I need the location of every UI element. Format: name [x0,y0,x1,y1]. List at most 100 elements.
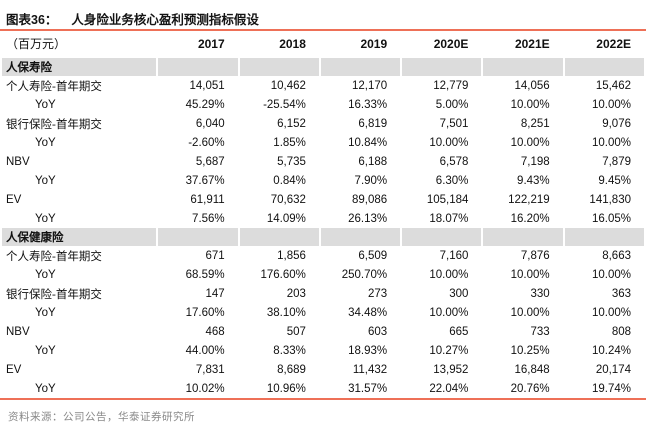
value-cell: 26.13% [348,212,388,225]
top-accent-rule [0,29,646,31]
data-row: EV 61,911 70,632 89,086 105,184 122,219 141,83… [2,190,644,209]
value-cell: 10.24% [591,344,631,357]
row-label: YoY [35,174,56,187]
value-cell: 12,170 [351,79,388,92]
section-band-cell [564,58,644,76]
value-cell: 273 [367,287,388,300]
value-cell: 10.00% [591,136,631,149]
section-band-cell [483,228,563,246]
row-label: YoY [35,212,56,225]
bottom-accent-rule [0,398,646,400]
value-cell: 6,040 [195,117,225,130]
value-cell: 7,876 [520,249,550,262]
row-label: 银行保险-首年期交 [6,118,102,131]
value-cell: 10.02% [185,382,225,395]
value-cell: 22.04% [429,382,469,395]
row-label: 个人寿险-首年期交 [6,80,102,93]
value-cell: 147 [205,287,225,300]
value-cell: 16.33% [348,98,388,111]
row-label: YoY [35,136,56,149]
value-cell: 12,779 [433,79,469,92]
data-row: YoY 68.59% 176.60% 250.70% 10.00% 10.00% 10.00… [2,265,644,284]
value-cell: 10.00% [429,306,469,319]
value-cell: 14.09% [266,212,306,225]
value-cell: 31.57% [348,382,388,395]
section-name: 人保健康险 [2,228,157,246]
value-cell: 10.00% [591,306,631,319]
value-cell: 468 [205,325,225,338]
value-cell: 6.30% [435,174,469,187]
value-cell: 10.00% [591,98,631,111]
value-cell: 671 [205,249,225,262]
value-cell: 203 [286,287,306,300]
value-cell: -2.60% [188,136,225,149]
value-cell: 61,911 [190,193,225,206]
value-cell: 6,578 [439,155,469,168]
source-note: 资料来源：公司公告，华泰证券研究所 [8,412,195,423]
data-row: NBV 5,687 5,735 6,188 6,578 7,198 7,879 [2,152,644,171]
value-cell: 8,251 [520,117,550,130]
section-band-cell [320,58,401,76]
value-cell: 10.84% [348,136,388,149]
value-cell: 14,051 [189,79,225,92]
value-cell: 9.45% [598,174,631,187]
value-cell: 808 [611,325,631,338]
section-band-cell [483,58,563,76]
row-label: YoY [35,382,56,395]
value-cell: 105,184 [426,193,469,206]
row-label: YoY [35,344,56,357]
data-row: YoY -2.60% 1.85% 10.84% 10.00% 10.00% 10.00% [2,133,644,152]
value-cell: 1.85% [273,136,306,149]
value-cell: 5,735 [277,155,306,168]
value-cell: 8,689 [277,363,306,376]
value-cell: 89,086 [351,193,388,206]
value-cell: 8,663 [602,249,631,262]
value-cell: 9,076 [602,117,631,130]
value-cell: 10.00% [510,136,550,149]
value-cell: 6,819 [358,117,388,130]
data-row: 个人寿险-首年期交 14,051 10,462 12,170 12,779 14,056 1… [2,76,644,95]
year-column-header: 2021E [514,36,550,51]
section-band-cell [564,228,644,246]
section-band-cell [239,228,319,246]
value-cell: 11,432 [352,363,388,376]
value-cell: 10.00% [429,268,469,281]
row-label: NBV [6,155,30,168]
value-cell: 5,687 [195,155,225,168]
value-cell: 13,952 [433,363,469,376]
value-cell: 141,830 [589,193,631,206]
value-cell: 18.07% [429,212,469,225]
value-cell: 300 [449,287,469,300]
value-cell: 10.00% [510,98,550,111]
section-band-cell [402,228,482,246]
value-cell: 733 [530,325,550,338]
unit-label: （百万元） [6,37,67,51]
table-header-row: （百万元） 2017 2018 2019 2020E 2021E 2022E [2,31,644,58]
section-header-row: 人保健康险 [2,228,644,246]
value-cell: 363 [611,287,631,300]
data-row: 银行保险-首年期交 147 203 273 300 330 363 [2,284,644,303]
data-row: NBV 468 507 603 665 733 808 [2,322,644,341]
value-cell: 15,462 [595,79,631,92]
value-cell: 10,462 [270,79,306,92]
value-cell: 20.76% [510,382,550,395]
row-label: YoY [35,268,56,281]
forecast-table: （百万元） 2017 2018 2019 2020E 2021E 2022E 人保寿险个人… [0,31,646,398]
value-cell: 19.74% [591,382,631,395]
data-row: YoY 44.00% 8.33% 18.93% 10.27% 10.25% 10.24% [2,341,644,360]
value-cell: 10.96% [266,382,306,395]
section-name: 人保寿险 [2,58,157,76]
section-header-row: 人保寿险 [2,58,644,76]
value-cell: 5.00% [435,98,469,111]
value-cell: 6,509 [358,249,388,262]
value-cell: 44.00% [185,344,225,357]
year-column-header: 2018 [279,36,306,51]
data-row: EV 7,831 8,689 11,432 13,952 16,848 20,174 [2,360,644,379]
value-cell: 10.00% [510,268,550,281]
section-band-cell [158,228,238,246]
value-cell: 16.05% [591,212,631,225]
value-cell: 10.00% [429,136,469,149]
data-row: YoY 45.29% -25.54% 16.33% 5.00% 10.00% 10.00% [2,95,644,114]
row-label: 银行保险-首年期交 [6,288,102,301]
